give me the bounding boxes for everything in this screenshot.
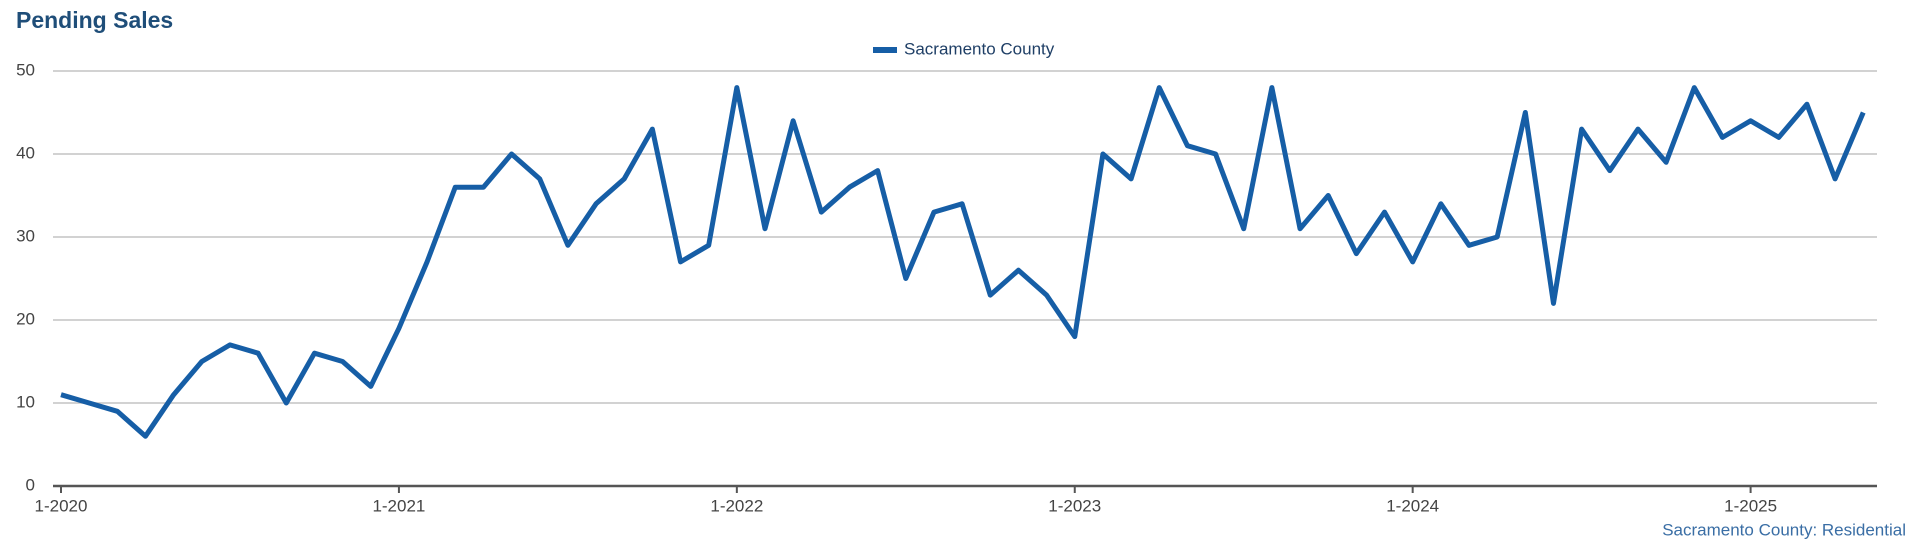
- data-line: [60, 85, 1866, 439]
- x-tick-label: 1-2024: [1386, 496, 1439, 515]
- chart-title: Pending Sales: [16, 7, 173, 33]
- x-tick-label: 1-2023: [1048, 496, 1101, 515]
- legend-label: Sacramento County: [904, 39, 1055, 58]
- y-tick-label: 50: [16, 60, 35, 79]
- y-tick-label: 10: [16, 392, 35, 411]
- y-tick-label: 0: [26, 475, 35, 494]
- x-tick-label: 1-2022: [710, 496, 763, 515]
- x-tick-label: 1-2025: [1724, 496, 1777, 515]
- footer-note: Sacramento County: Residential: [1662, 520, 1906, 539]
- y-tick-label: 30: [16, 226, 35, 245]
- x-tick-label: 1-2021: [372, 496, 425, 515]
- y-tick-label: 40: [16, 143, 35, 162]
- y-tick-label: 20: [16, 309, 35, 328]
- x-tick-label: 1-2020: [35, 496, 88, 515]
